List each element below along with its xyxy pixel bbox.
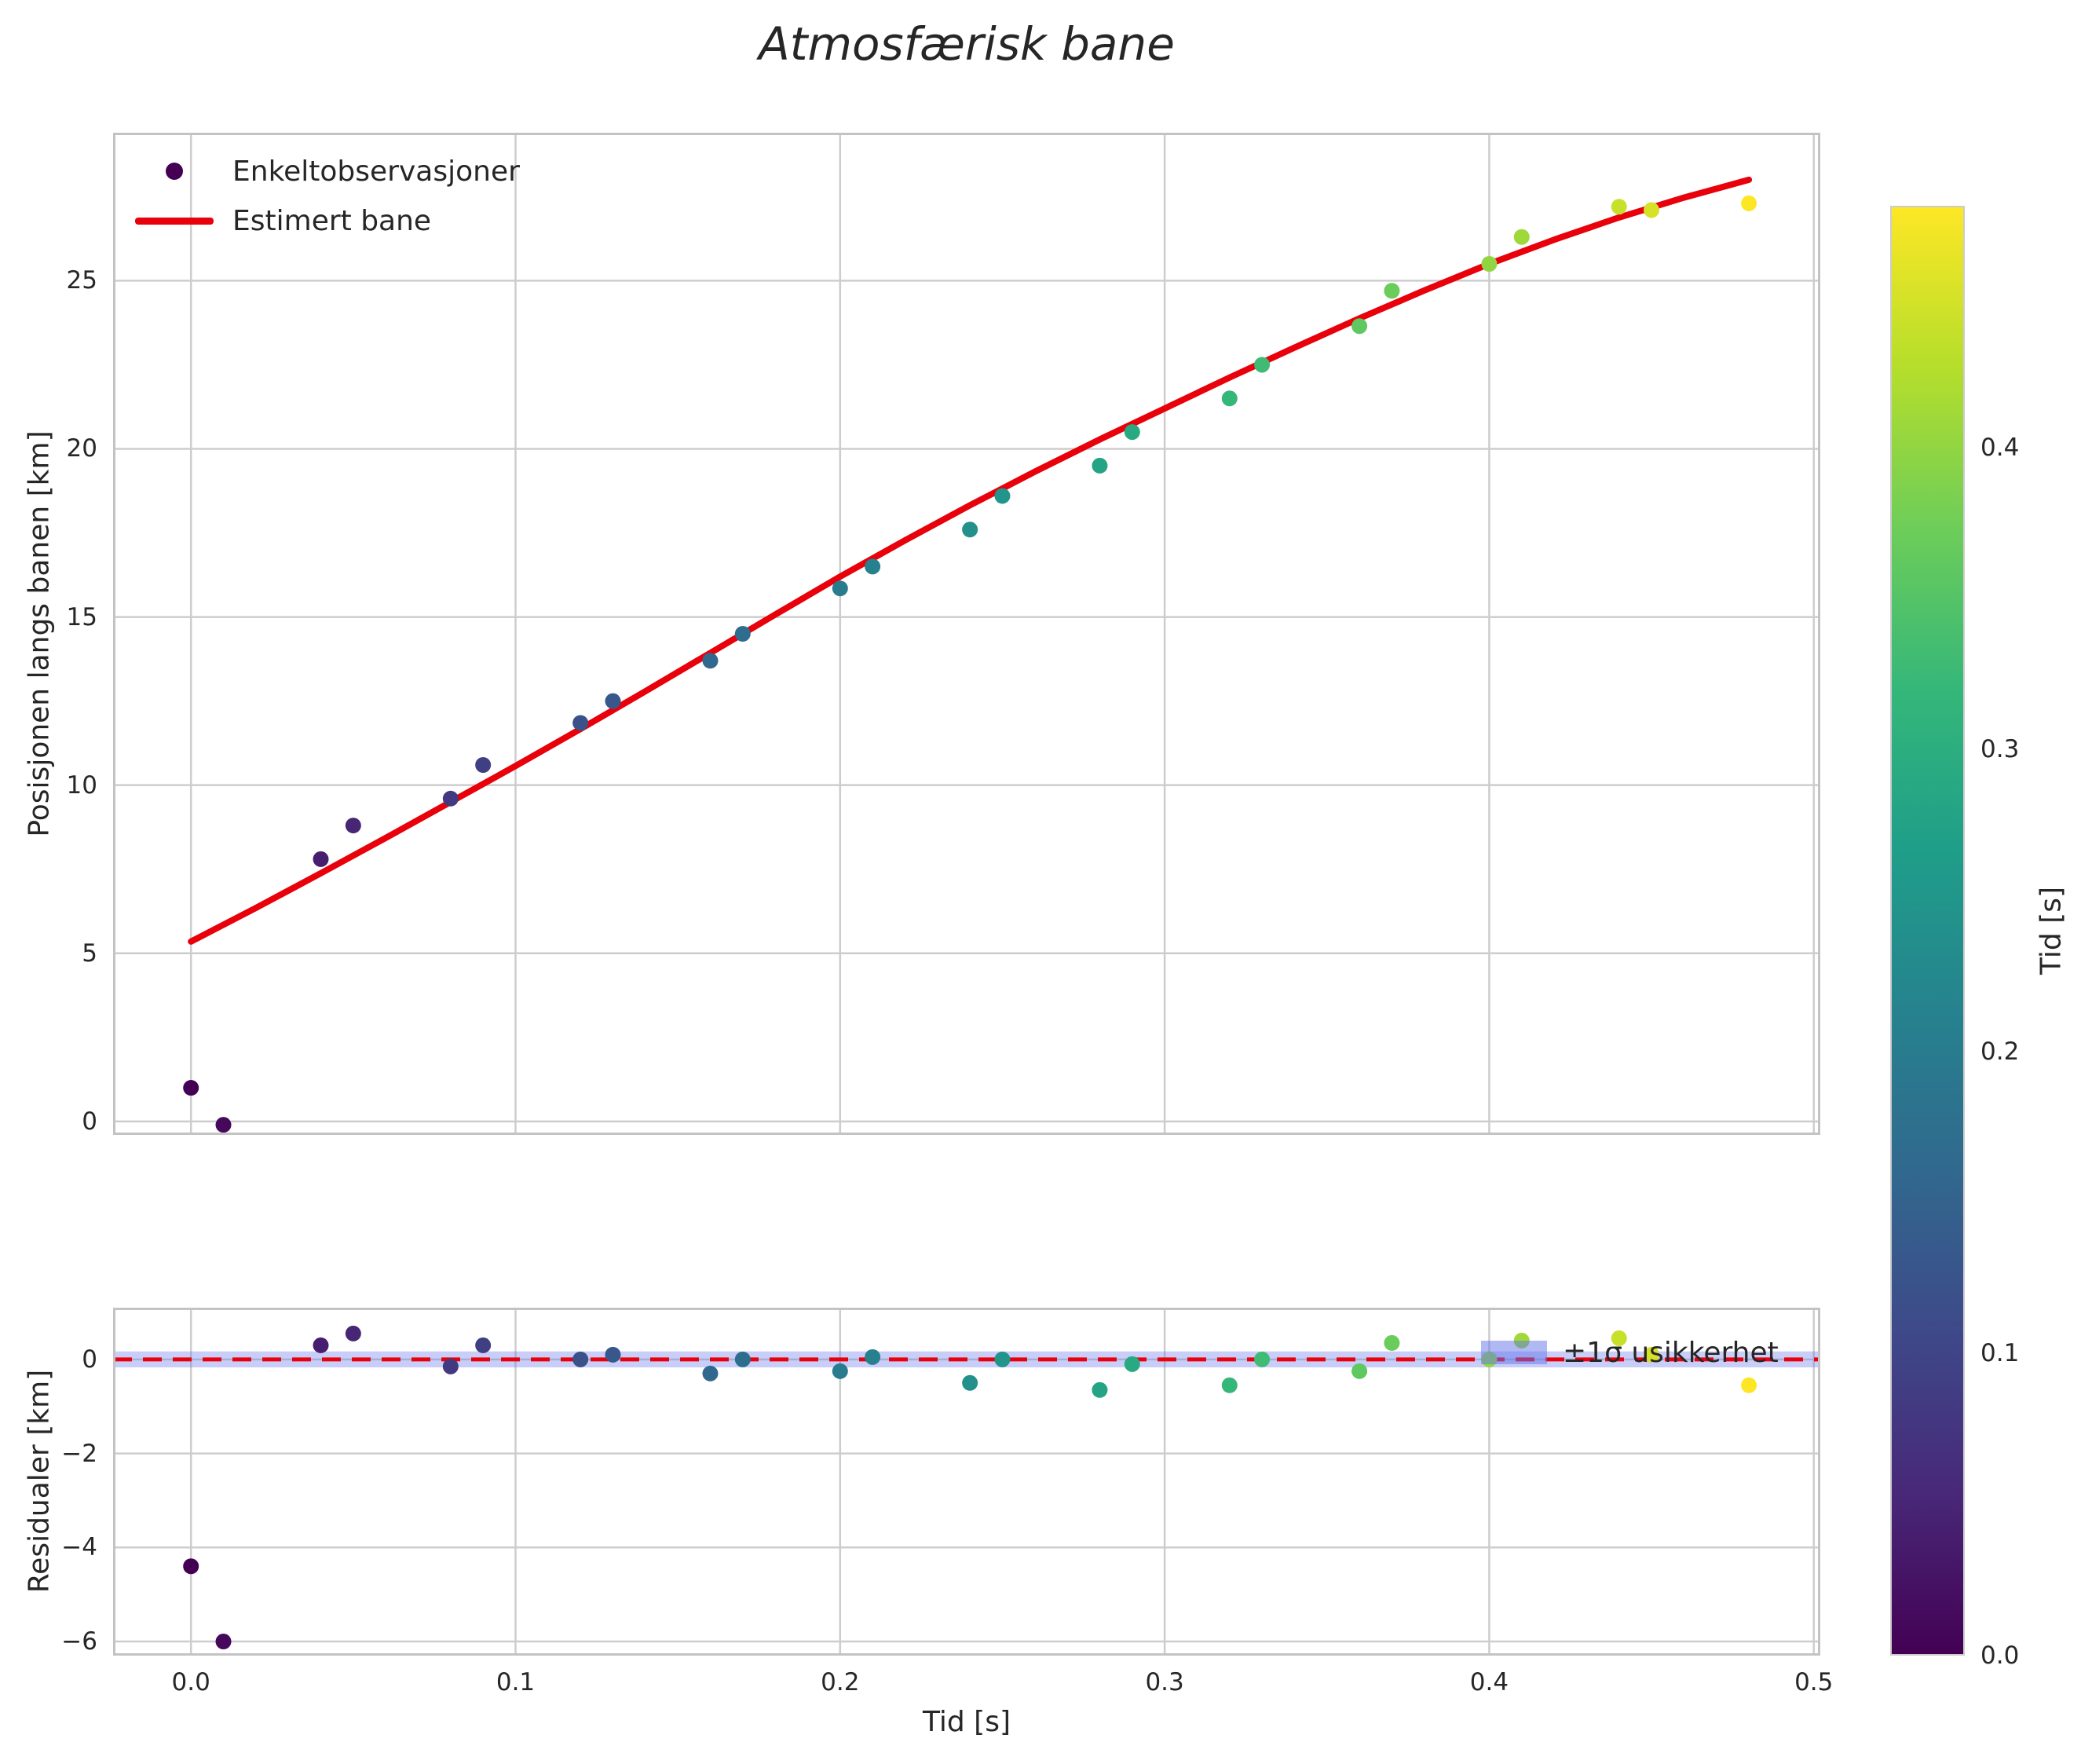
legend: Enkeltobservasjoner Estimert bane (135, 154, 520, 238)
data-point (1611, 199, 1627, 215)
residual-point (1611, 1330, 1627, 1346)
data-point (962, 522, 978, 538)
y-tick-label: −6 (61, 1627, 97, 1656)
residual-point (1741, 1377, 1757, 1393)
data-point (1384, 283, 1400, 299)
legend-label-uncertainty: ±1σ usikkerhet (1563, 1336, 1779, 1369)
residual-point (1124, 1356, 1140, 1372)
trajectory-plot (113, 133, 1820, 1135)
uncertainty-band-swatch (1481, 1341, 1547, 1364)
x-tick-label: 0.1 (496, 1668, 536, 1696)
data-point (475, 756, 492, 773)
residual-point (313, 1337, 329, 1353)
colorbar-tick-label: 0.4 (1980, 433, 2020, 462)
fit-curve (188, 176, 1753, 945)
residual-point (734, 1351, 751, 1367)
x-tick-label: 0.2 (821, 1668, 860, 1696)
y-tick-label: −2 (61, 1439, 97, 1468)
data-point (865, 558, 881, 575)
y-tick-label: 25 (66, 266, 97, 295)
residual-point (183, 1558, 199, 1575)
residual-point (215, 1634, 232, 1650)
y-tick-label: 5 (82, 939, 97, 968)
residual-point (475, 1337, 492, 1353)
legend-item-observations: Enkeltobservasjoner (135, 154, 520, 188)
data-point (734, 626, 751, 642)
data-point (345, 818, 361, 834)
data-point (1092, 457, 1108, 474)
legend-item-curve: Estimert bane (135, 203, 520, 238)
data-point (702, 653, 719, 669)
data-point (1741, 195, 1757, 211)
data-point (832, 580, 848, 597)
x-tick-label: 0.4 (1469, 1668, 1509, 1696)
figure-title: Atmosfærisk bane (759, 17, 1175, 71)
data-point (1644, 202, 1660, 218)
curve-line-icon (135, 217, 214, 225)
data-point (1513, 229, 1530, 245)
axes-border (113, 1308, 1820, 1656)
residual-point (994, 1351, 1011, 1367)
colorbar-tick-label: 0.0 (1980, 1641, 2020, 1670)
x-tick-label: 0.3 (1145, 1668, 1184, 1696)
residual-point (832, 1363, 848, 1379)
data-point (1481, 255, 1498, 272)
data-point (183, 1080, 199, 1096)
y-tick-label: 0 (82, 1107, 97, 1136)
data-point (1221, 390, 1238, 407)
residual-point (1644, 1346, 1660, 1363)
legend-label-curve: Estimert bane (232, 204, 432, 237)
residual-point (865, 1349, 881, 1365)
residual-point (1254, 1351, 1271, 1367)
residual-point (1351, 1363, 1368, 1379)
observations-marker-box (135, 163, 214, 180)
data-point (1124, 424, 1140, 441)
axes-border (113, 133, 1820, 1135)
x-tick-label: 0.0 (171, 1668, 210, 1696)
data-point (572, 715, 589, 731)
data-point (442, 790, 459, 807)
data-point (215, 1117, 232, 1133)
residual-point (702, 1365, 719, 1382)
y-tick-label: 0 (82, 1345, 97, 1374)
data-point (994, 488, 1011, 504)
data-point (605, 693, 621, 709)
residual-point (345, 1325, 361, 1341)
y-tick-label: 10 (66, 770, 97, 800)
y-axis-label-position: Posisjonen langs banen [km] (23, 430, 56, 837)
residual-point (1384, 1334, 1400, 1351)
y-tick-label: −4 (61, 1533, 97, 1562)
residual-point (442, 1358, 459, 1374)
y-axis-label-residuals: Residualer [km] (23, 1369, 56, 1594)
observations-dot-icon (166, 163, 183, 180)
y-tick-label: 15 (66, 602, 97, 631)
colorbar (1890, 206, 1965, 1656)
colorbar-tick-label: 0.3 (1980, 735, 2020, 764)
residual-point (572, 1351, 589, 1367)
x-tick-label: 0.5 (1794, 1668, 1834, 1696)
residual-legend: ±1σ usikkerhet (1481, 1335, 1779, 1370)
y-tick-label: 20 (66, 434, 97, 463)
residual-point (1092, 1382, 1108, 1398)
legend-label-observations: Enkeltobservasjoner (232, 155, 520, 188)
curve-marker-box (135, 217, 214, 225)
data-point (313, 851, 329, 867)
residual-point (1221, 1377, 1238, 1393)
residual-point (962, 1374, 978, 1391)
data-point (1351, 318, 1368, 335)
colorbar-tick-label: 0.2 (1980, 1037, 2020, 1066)
residual-point (605, 1346, 621, 1363)
x-axis-label: Tid [s] (922, 1706, 1011, 1738)
colorbar-label: Tid [s] (2035, 886, 2068, 975)
colorbar-tick-label: 0.1 (1980, 1339, 2020, 1368)
data-point (1254, 357, 1271, 373)
